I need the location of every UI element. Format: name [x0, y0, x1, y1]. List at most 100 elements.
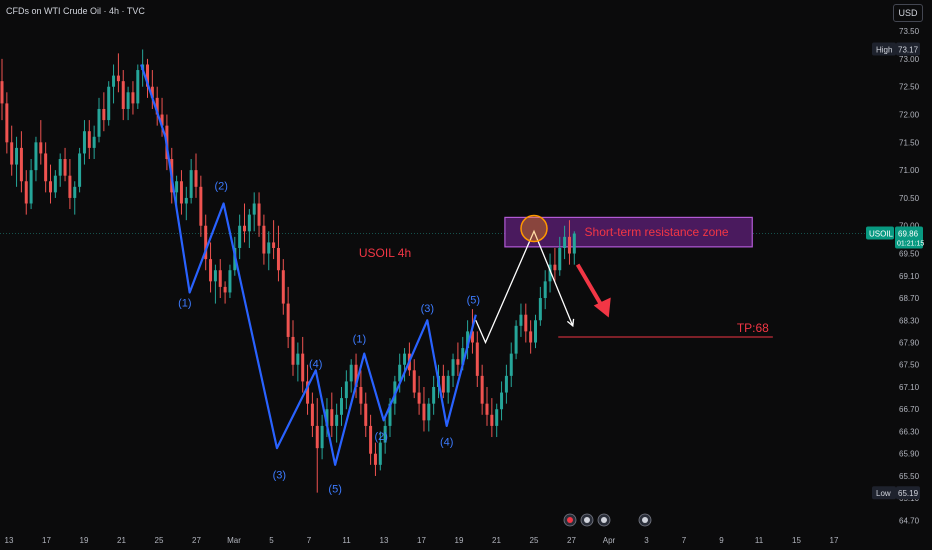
- low-label-bg: [872, 486, 896, 500]
- candle: [97, 97, 101, 143]
- candle-body: [209, 259, 213, 282]
- candle: [189, 159, 193, 204]
- candle: [82, 120, 86, 165]
- candle-body: [58, 159, 62, 176]
- candle: [73, 181, 77, 215]
- candle: [92, 125, 96, 160]
- candle: [514, 320, 518, 360]
- last-price-symbol: USOIL: [869, 230, 894, 239]
- candle-body: [320, 425, 324, 449]
- candle-body: [252, 203, 256, 215]
- candle: [243, 203, 246, 243]
- candle: [519, 303, 523, 337]
- candle: [78, 147, 82, 193]
- candle: [543, 270, 547, 310]
- candle-body: [272, 242, 276, 248]
- candle: [223, 281, 227, 304]
- event-icon-dot: [584, 517, 590, 523]
- candle: [422, 386, 426, 432]
- high-label-value-bg: [896, 42, 920, 56]
- price-tick-label: 65.90: [899, 450, 920, 459]
- candle-body: [102, 108, 106, 121]
- candle: [475, 331, 479, 387]
- candle-body: [29, 170, 33, 204]
- time-tick-label: Mar: [227, 536, 241, 545]
- projection-arrowhead: [566, 318, 575, 328]
- candle-body: [126, 92, 130, 109]
- candle: [548, 253, 552, 293]
- candle-body: [335, 414, 339, 426]
- time-tick-label: 11: [342, 536, 351, 545]
- candle: [344, 370, 348, 410]
- currency-button[interactable]: USD: [893, 4, 923, 22]
- candle-body: [398, 364, 402, 382]
- candle-body: [403, 353, 407, 365]
- candle-body: [116, 75, 120, 82]
- candle-body: [500, 392, 504, 410]
- candle-body: [495, 409, 499, 426]
- candle: [228, 264, 232, 299]
- candle: [320, 414, 324, 460]
- candle-body: [257, 203, 261, 226]
- event-icon-dot: [642, 517, 648, 523]
- time-tick-label: 25: [155, 536, 164, 545]
- last-price-countdown: 01:21:15: [897, 241, 924, 248]
- time-tick-label: 27: [567, 536, 576, 545]
- candle: [213, 264, 217, 304]
- resistance-zone-label: Short-term resistance zone: [585, 225, 729, 239]
- candle-body: [194, 170, 198, 187]
- candle: [247, 209, 251, 248]
- time-tick-label: 13: [5, 536, 14, 545]
- price-tick-label: 67.90: [899, 339, 920, 348]
- low-label-value: 65.19: [898, 489, 919, 498]
- candle: [267, 231, 271, 271]
- candle: [49, 164, 52, 204]
- candle: [184, 186, 188, 221]
- candle: [257, 192, 261, 237]
- candle-body: [451, 359, 455, 376]
- time-tick-label: 13: [380, 536, 389, 545]
- candle: [417, 375, 421, 415]
- wave-label: (4): [440, 436, 453, 448]
- candle-body: [373, 453, 377, 465]
- candle-body: [82, 131, 86, 154]
- event-icon: [638, 513, 652, 527]
- candle: [538, 286, 542, 326]
- chart-annotation-title: USOIL 4h: [359, 246, 411, 260]
- candle: [204, 214, 208, 271]
- candle: [340, 386, 343, 426]
- candle: [364, 392, 368, 438]
- candle: [112, 64, 116, 104]
- candle: [160, 97, 164, 137]
- event-icon-dot: [567, 517, 573, 523]
- candle: [286, 286, 290, 349]
- candle: [432, 375, 436, 415]
- candle-body: [223, 286, 227, 293]
- candle: [39, 120, 43, 165]
- high-label-text: High: [876, 45, 892, 54]
- candle-body: [461, 348, 465, 365]
- candle: [150, 70, 154, 109]
- candle-body: [514, 325, 518, 354]
- candle-body: [218, 270, 222, 287]
- low-label: Low 65.19: [872, 486, 920, 500]
- time-tick-label: 3: [644, 536, 649, 545]
- candle-body: [349, 364, 353, 382]
- candle-body: [383, 425, 387, 443]
- candle: [281, 259, 285, 315]
- candle-body: [184, 197, 188, 204]
- wave-label: (5): [467, 295, 480, 307]
- projection-path: [475, 229, 574, 345]
- candle-body: [10, 142, 14, 165]
- candle-body: [412, 370, 416, 393]
- candle-body: [369, 425, 373, 454]
- price-tick-label: 71.50: [899, 138, 920, 147]
- candle-body: [417, 392, 421, 404]
- candle-body: [543, 281, 547, 299]
- candle-body: [344, 381, 348, 399]
- time-tick-label: 17: [417, 536, 426, 545]
- candle: [563, 225, 567, 260]
- wave-label: (4): [309, 359, 322, 371]
- candle: [155, 86, 159, 126]
